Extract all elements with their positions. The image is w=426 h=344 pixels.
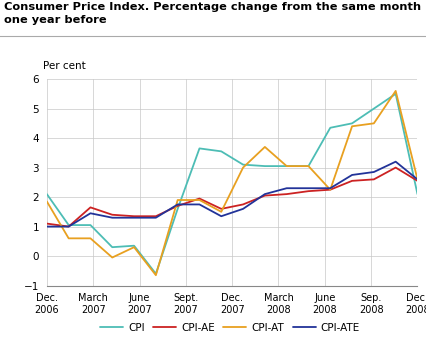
CPI [306, 164, 311, 168]
CPI-ATE [393, 160, 398, 164]
CPI-AE [284, 192, 289, 196]
CPI [153, 272, 158, 276]
CPI [219, 149, 224, 153]
Line: CPI: CPI [47, 94, 417, 274]
CPI-AE [393, 165, 398, 170]
CPI [393, 92, 398, 96]
CPI-ATE [306, 186, 311, 190]
CPI-ATE [219, 214, 224, 218]
CPI [175, 207, 180, 211]
CPI-AT [175, 198, 180, 202]
CPI-AE [328, 187, 333, 192]
Line: CPI-AE: CPI-AE [47, 168, 417, 227]
CPI-AE [88, 205, 93, 209]
CPI-ATE [153, 216, 158, 220]
CPI-AT [262, 145, 268, 149]
CPI-AE [153, 214, 158, 218]
CPI-AT [415, 177, 420, 181]
CPI-AT [66, 236, 71, 240]
CPI-ATE [262, 192, 268, 196]
CPI-AT [44, 200, 49, 204]
CPI-AT [219, 210, 224, 214]
CPI-AE [371, 177, 377, 181]
CPI [66, 223, 71, 227]
CPI-AE [241, 202, 246, 206]
CPI-ATE [132, 216, 137, 220]
CPI-ATE [349, 173, 354, 177]
CPI-ATE [175, 202, 180, 206]
CPI-AE [415, 179, 420, 183]
CPI-ATE [241, 207, 246, 211]
CPI-AE [44, 222, 49, 226]
CPI-AT [153, 273, 158, 277]
CPI-AE [306, 189, 311, 193]
CPI-ATE [88, 211, 93, 215]
CPI-AT [349, 124, 354, 128]
CPI-AE [110, 213, 115, 217]
CPI [262, 164, 268, 168]
CPI [371, 107, 377, 111]
CPI [88, 223, 93, 227]
CPI-ATE [415, 177, 420, 181]
Text: one year before: one year before [4, 15, 107, 25]
CPI-ATE [328, 186, 333, 190]
CPI-AT [110, 256, 115, 260]
CPI [110, 245, 115, 249]
CPI-ATE [197, 202, 202, 206]
CPI-AE [262, 194, 268, 198]
CPI-AE [175, 204, 180, 208]
CPI-AE [197, 196, 202, 201]
CPI [349, 121, 354, 126]
CPI-AT [284, 164, 289, 168]
CPI-ATE [44, 225, 49, 229]
Line: CPI-AT: CPI-AT [47, 91, 417, 275]
CPI [197, 146, 202, 150]
CPI-AE [132, 214, 137, 218]
CPI [44, 192, 49, 196]
CPI [241, 163, 246, 167]
CPI-ATE [371, 170, 377, 174]
CPI-AT [88, 236, 93, 240]
CPI-ATE [110, 216, 115, 220]
CPI-ATE [66, 225, 71, 229]
Legend: CPI, CPI-AE, CPI-AT, CPI-ATE: CPI, CPI-AE, CPI-AT, CPI-ATE [96, 319, 364, 337]
CPI [415, 192, 420, 196]
CPI-AT [241, 165, 246, 170]
CPI-AT [197, 198, 202, 202]
CPI-AT [393, 89, 398, 93]
CPI-ATE [284, 186, 289, 190]
CPI-AT [132, 245, 137, 249]
CPI-AT [371, 121, 377, 126]
CPI [328, 126, 333, 130]
CPI [132, 244, 137, 248]
Text: Consumer Price Index. Percentage change from the same month: Consumer Price Index. Percentage change … [4, 2, 421, 12]
CPI-AE [66, 225, 71, 229]
CPI [284, 164, 289, 168]
Text: Per cent: Per cent [43, 61, 86, 71]
CPI-AT [306, 164, 311, 168]
CPI-AE [349, 179, 354, 183]
Line: CPI-ATE: CPI-ATE [47, 162, 417, 227]
CPI-AT [328, 187, 333, 192]
CPI-AE [219, 207, 224, 211]
